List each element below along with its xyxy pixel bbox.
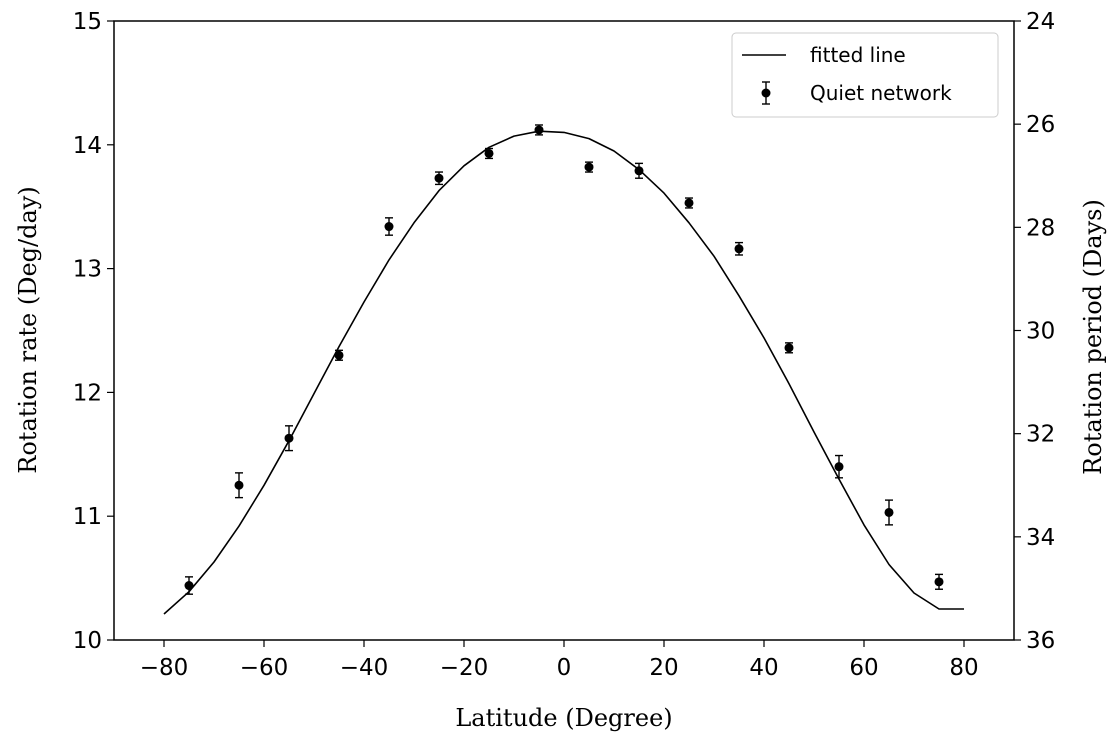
x-tick-label: 80	[949, 655, 978, 681]
legend-errorbar-swatch	[761, 81, 771, 105]
data-point	[334, 349, 344, 361]
data-point	[584, 161, 594, 173]
data-marker	[484, 148, 494, 158]
x-tick-label: −60	[240, 655, 289, 681]
data-point	[934, 573, 944, 590]
data-marker	[284, 433, 294, 443]
data-marker	[584, 162, 594, 172]
data-marker	[934, 577, 944, 587]
data-point	[184, 576, 194, 595]
data-marker	[884, 507, 894, 517]
x-axis-label: Latitude (Degree)	[455, 704, 672, 732]
fitted-line	[163, 130, 964, 615]
data-point	[784, 342, 794, 354]
legend: fitted line Quiet network	[731, 32, 999, 118]
data-point	[534, 124, 544, 136]
data-point	[684, 197, 694, 209]
y2-tick-label: 28	[1026, 215, 1055, 241]
legend-box	[731, 32, 999, 118]
data-point	[884, 499, 894, 526]
x-tick-label: 20	[649, 655, 678, 681]
data-point	[234, 472, 244, 499]
data-marker	[434, 173, 444, 183]
y2-tick-label: 32	[1026, 422, 1055, 448]
x-tick-label: 0	[557, 655, 572, 681]
data-marker	[634, 166, 644, 176]
x-tick-label: −20	[440, 655, 489, 681]
y2-axis-label: Rotation period (Days)	[1079, 199, 1107, 475]
data-marker	[534, 125, 544, 135]
y2-tick-label: 26	[1026, 112, 1055, 138]
data-marker	[334, 350, 344, 360]
data-marker	[784, 343, 794, 353]
y2-tick-label: 36	[1026, 628, 1055, 654]
y2-tick-label: 24	[1026, 9, 1055, 35]
legend-label-quiet-network: Quiet network	[810, 81, 952, 105]
data-point	[484, 147, 494, 160]
y2-axis-ticks: 24 26 28 30 32 34 36	[1014, 9, 1055, 654]
y-axis-ticks: 10 11 12 13 14 15	[73, 9, 114, 654]
data-marker	[834, 462, 844, 472]
data-marker	[234, 480, 244, 490]
data-point	[284, 425, 294, 452]
y-tick-label: 13	[73, 257, 102, 283]
series-layer	[163, 124, 964, 615]
x-tick-label: −80	[140, 655, 189, 681]
y2-tick-label: 34	[1026, 525, 1055, 551]
y-tick-label: 15	[73, 9, 102, 35]
data-point	[634, 162, 644, 179]
y-tick-label: 12	[73, 380, 102, 406]
data-point	[734, 241, 744, 256]
data-point	[834, 454, 844, 479]
y-tick-label: 10	[73, 628, 102, 654]
x-axis-ticks: −80 −60 −40 −20 0 20 40 60 80	[140, 640, 979, 681]
data-marker	[184, 581, 194, 591]
x-tick-label: 40	[749, 655, 778, 681]
y-tick-label: 11	[73, 504, 102, 530]
data-marker	[734, 244, 744, 254]
x-tick-label: 60	[849, 655, 878, 681]
y2-tick-label: 30	[1026, 319, 1055, 345]
data-point	[384, 217, 394, 236]
data-point	[434, 171, 444, 186]
y-tick-label: 14	[73, 133, 102, 159]
y-axis-label: Rotation rate (Deg/day)	[14, 186, 42, 473]
legend-label-fitted-line: fitted line	[810, 43, 906, 67]
x-tick-label: −40	[340, 655, 389, 681]
data-marker	[384, 222, 394, 232]
data-marker	[684, 198, 694, 208]
